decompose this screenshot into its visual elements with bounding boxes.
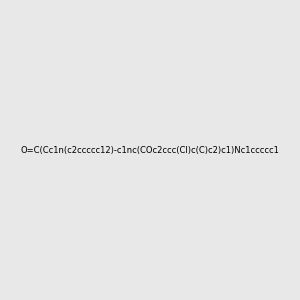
Text: O=C(Cc1n(c2ccccc12)-c1nc(COc2ccc(Cl)c(C)c2)c1)Nc1ccccc1: O=C(Cc1n(c2ccccc12)-c1nc(COc2ccc(Cl)c(C)… xyxy=(21,146,279,154)
